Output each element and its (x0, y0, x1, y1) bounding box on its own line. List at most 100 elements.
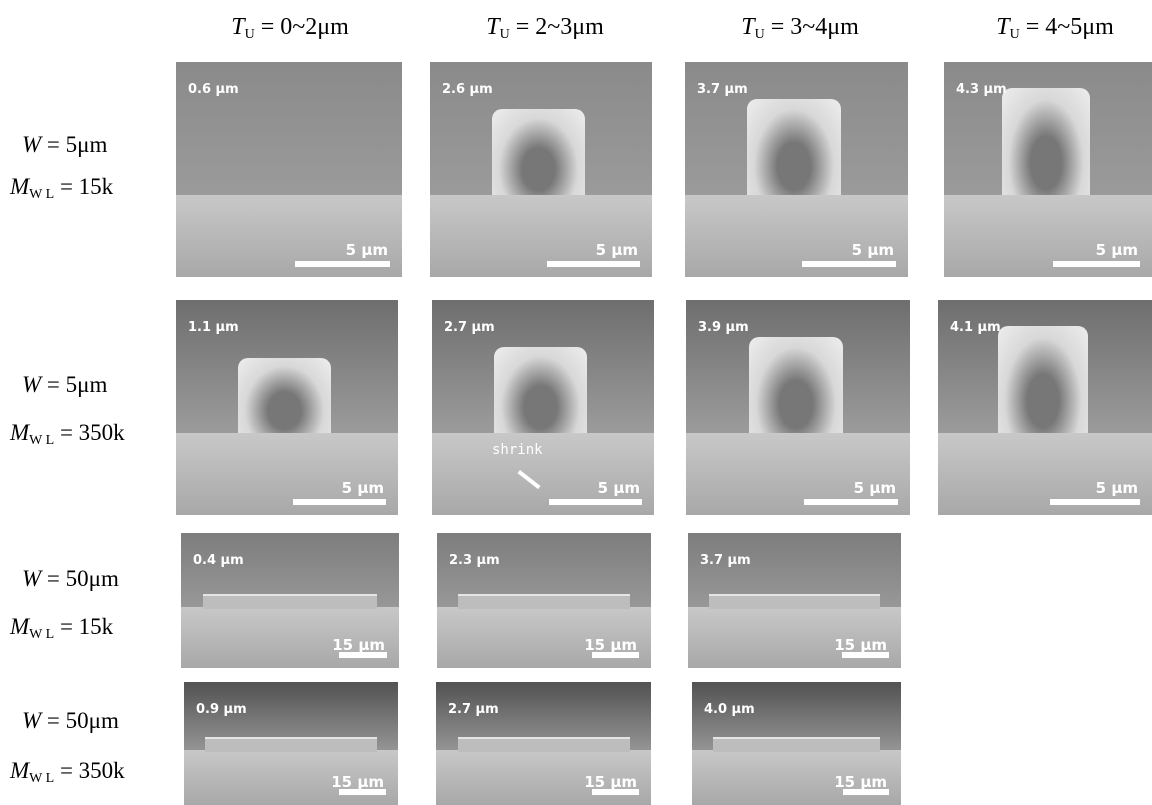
film (713, 737, 880, 751)
scale-label: 5 μm (598, 479, 640, 497)
row-label-m: MW L = 15k (10, 174, 113, 203)
value-text: = 0~2μm (261, 14, 349, 40)
scale-bar (592, 789, 639, 795)
row-label-m: MW L = 15k (10, 614, 113, 643)
scale-bar (293, 499, 386, 505)
scale-label: 5 μm (346, 241, 388, 259)
value-text: = 3~4μm (771, 14, 859, 40)
scale-label: 5 μm (342, 479, 384, 497)
scale-bar (295, 261, 390, 267)
variable: T (741, 14, 754, 40)
pillar (747, 99, 841, 196)
variable: T (231, 14, 244, 40)
variable: W (22, 708, 41, 733)
variable: M (10, 614, 29, 639)
figure: {"columns": [ {"var": "T", "sub": "U", "… (0, 0, 1152, 805)
thickness-label: 4.1 μm (950, 320, 1001, 335)
pillar (494, 347, 587, 433)
subscript: W L (29, 771, 54, 786)
scale-bar (843, 789, 889, 795)
scale-bar (1050, 499, 1140, 505)
value-text: = 50μm (47, 566, 119, 591)
row-label-w: W = 5μm (22, 372, 107, 398)
thickness-label: 2.7 μm (448, 702, 499, 717)
sem-image: 0.6 μm 5 μm (176, 62, 402, 277)
sem-image: 4.1 μm 5 μm (938, 300, 1152, 515)
sem-image: 4.3 μm 5 μm (944, 62, 1152, 277)
sem-image: 2.6 μm 5 μm (430, 62, 652, 277)
variable: T (486, 14, 499, 40)
variable: M (10, 420, 29, 445)
subscript: U (245, 27, 255, 42)
scale-label: 5 μm (1096, 241, 1138, 259)
scale-bar (802, 261, 896, 267)
pillar (998, 326, 1088, 434)
thickness-label: 2.6 μm (442, 82, 493, 97)
value-text: = 350k (60, 420, 125, 445)
thickness-label: 3.9 μm (698, 320, 749, 335)
subscript: U (1010, 27, 1020, 42)
sem-image: 3.7 μm 5 μm (685, 62, 908, 277)
film (458, 737, 630, 751)
sem-image: 3.7 μm15 μm (688, 533, 901, 668)
row-label-w: W = 50μm (22, 566, 119, 592)
scale-bar (842, 652, 889, 658)
scale-bar (804, 499, 898, 505)
scale-bar (339, 789, 386, 795)
value-text: = 2~3μm (516, 14, 604, 40)
value-text: = 15k (60, 614, 113, 639)
variable: W (22, 372, 41, 397)
scale-bar (549, 499, 642, 505)
subscript: W L (29, 433, 54, 448)
scale-label: 5 μm (852, 241, 894, 259)
variable: W (22, 566, 41, 591)
pillar (238, 358, 331, 433)
thickness-label: 2.7 μm (444, 320, 495, 335)
column-header: TU = 3~4μm (741, 14, 859, 43)
row-label-m: MW L = 350k (10, 420, 125, 449)
thickness-label: 3.7 μm (697, 82, 748, 97)
scale-bar (339, 652, 387, 658)
value-text: = 350k (60, 758, 125, 783)
film (203, 594, 377, 610)
value-text: = 15k (60, 174, 113, 199)
variable: W (22, 132, 41, 157)
row-label-m: MW L = 350k (10, 758, 125, 787)
scale-label: 5 μm (1096, 479, 1138, 497)
row-label-w: W = 50μm (22, 708, 119, 734)
sem-image: 3.9 μm 5 μm (686, 300, 910, 515)
thickness-label: 0.9 μm (196, 702, 247, 717)
subscript: U (755, 27, 765, 42)
scale-bar (592, 652, 639, 658)
thickness-label: 1.1 μm (188, 320, 239, 335)
subscript: U (500, 27, 510, 42)
thickness-label: 4.3 μm (956, 82, 1007, 97)
column-header: TU = 0~2μm (231, 14, 349, 43)
value-text: = 4~5μm (1026, 14, 1114, 40)
thickness-label: 2.3 μm (449, 553, 500, 568)
annotation: shrink (492, 442, 543, 458)
row-label-w: W = 5μm (22, 132, 107, 158)
sem-image: 2.7 μm 5 μm (432, 300, 654, 515)
pillar (492, 109, 585, 195)
value-text: = 5μm (47, 372, 107, 397)
subscript: W L (29, 187, 54, 202)
value-text: = 50μm (47, 708, 119, 733)
scale-label: 5 μm (854, 479, 896, 497)
film (458, 594, 629, 610)
thickness-label: 4.0 μm (704, 702, 755, 717)
scale-label: 5 μm (596, 241, 638, 259)
film (709, 594, 879, 610)
pillar (749, 337, 843, 434)
variable: M (10, 174, 29, 199)
column-header: TU = 2~3μm (486, 14, 604, 43)
value-text: = 5μm (47, 132, 107, 157)
thickness-label: 0.6 μm (188, 82, 239, 97)
column-header: TU = 4~5μm (996, 14, 1114, 43)
subscript: W L (29, 627, 54, 642)
